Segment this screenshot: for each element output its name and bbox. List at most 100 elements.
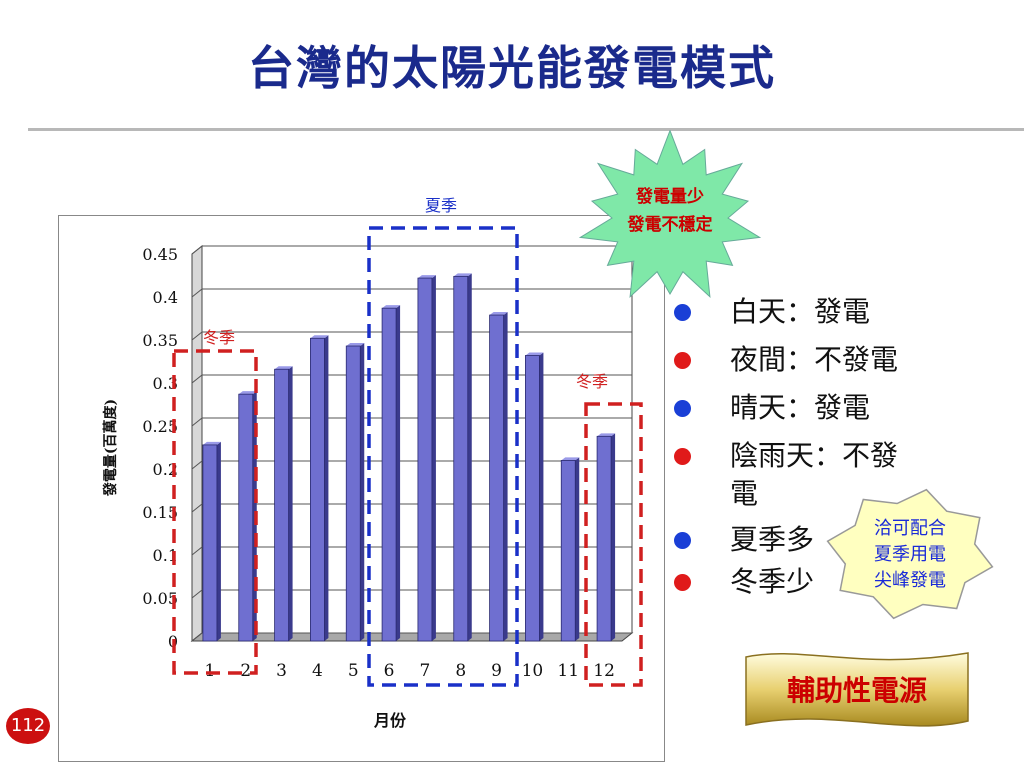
x-tick-label: 7 — [420, 661, 431, 681]
bar-side — [575, 457, 580, 641]
bullet-dot-icon — [674, 400, 691, 417]
bar-top — [561, 457, 580, 461]
bar-side — [467, 273, 472, 641]
bar-top — [417, 275, 436, 279]
chart-frame: 0 0.05 0.1 0.15 0.2 0.25 0.3 0.35 0.4 0.45 1 2 3 4 5 6 7… — [58, 196, 665, 762]
bullet-dot-icon — [674, 352, 691, 369]
x-tick-label: 2 — [240, 661, 251, 681]
badge-shape — [826, 488, 994, 620]
bar-side — [216, 441, 221, 641]
banner-shape — [745, 652, 969, 727]
page-title: 台灣的太陽光能發電模式 — [248, 41, 776, 95]
gridline — [191, 503, 632, 513]
bar — [345, 345, 361, 642]
bar-side — [539, 352, 544, 641]
peak-demand-badge: 洽可配合 夏季用電 尖峰發電 — [826, 488, 994, 620]
bar — [489, 314, 504, 642]
gridline — [191, 632, 632, 642]
bar-top — [525, 352, 544, 356]
chart-side-wall — [191, 244, 203, 643]
legend-text: 陰雨天：不發 — [730, 439, 899, 472]
y-tick-label: 0.05 — [142, 589, 178, 608]
legend-text: 白天：發電 — [730, 295, 871, 328]
bar-top — [274, 366, 293, 370]
bar — [525, 355, 540, 642]
bar — [381, 307, 397, 642]
bullet-dot-icon — [674, 574, 691, 591]
x-tick-label: 6 — [384, 661, 395, 681]
y-tick-label: 0.45 — [142, 245, 178, 264]
bullet-dot-icon — [674, 532, 691, 549]
legend-text: 冬季少 — [730, 565, 815, 598]
winter-label-left: 冬季 — [203, 328, 235, 347]
bullet-dot-icon — [674, 448, 691, 465]
gridline — [191, 417, 632, 427]
auxiliary-power-banner: 輔助性電源 — [745, 652, 969, 727]
bar-top — [382, 305, 401, 309]
x-tick-label: 5 — [348, 661, 359, 681]
y-tick-label: 0.3 — [153, 374, 178, 393]
bar-top — [310, 335, 329, 339]
badge-line3: 尖峰發電 — [874, 570, 946, 591]
gridline — [191, 460, 632, 470]
bar — [238, 393, 254, 642]
y-tick-label: 0.25 — [142, 417, 178, 436]
title-divider — [28, 128, 1024, 131]
badge-line1: 洽可配合 — [874, 518, 946, 539]
winter-box-left — [172, 349, 258, 675]
bar-side — [431, 275, 436, 641]
bar-top — [202, 441, 221, 445]
gridline — [191, 374, 632, 384]
legend-text-continued: 電 — [730, 477, 759, 510]
bar-top — [238, 391, 257, 395]
bar — [274, 368, 289, 642]
x-tick-label: 1 — [205, 661, 216, 681]
bar-top — [453, 273, 472, 277]
bullet-dot-icon — [674, 304, 691, 321]
y-tick-label: 0.15 — [142, 503, 178, 522]
bar — [596, 435, 612, 642]
x-tick-label: 8 — [455, 661, 466, 681]
x-tick-label: 9 — [491, 661, 502, 681]
summer-label: 夏季 — [425, 196, 457, 215]
bar — [310, 337, 325, 642]
badge-line2: 夏季用電 — [874, 544, 946, 565]
x-tick-label: 10 — [522, 661, 544, 681]
bar-side — [288, 366, 293, 641]
gridline — [191, 245, 632, 255]
bar — [453, 275, 469, 642]
bar-top — [597, 433, 616, 437]
gridline — [191, 288, 632, 298]
banner-text: 輔助性電源 — [787, 674, 927, 707]
legend-text: 夜間：不發電 — [730, 343, 899, 376]
gridline — [191, 589, 632, 599]
legend-text: 夏季多 — [730, 523, 815, 556]
bar — [202, 444, 218, 642]
y-tick-label: 0.4 — [153, 288, 178, 307]
monthly-generation-chart: 00.050.10.150.20.250.30.350.40.451 2 3 4 5 6 7… — [102, 196, 643, 730]
bar-top — [346, 343, 365, 347]
x-tick-label: 11 — [557, 661, 579, 681]
legend-text: 晴天：發電 — [730, 391, 871, 424]
gridline — [191, 546, 632, 556]
y-tick-label: 0.1 — [153, 546, 178, 565]
bar-side — [611, 433, 616, 641]
x-tick-label: 3 — [276, 661, 287, 681]
gridline — [191, 331, 632, 341]
bar-side — [360, 343, 365, 641]
page-number-badge: 112 — [6, 708, 50, 744]
bar — [560, 459, 576, 642]
y-tick-label: 0.2 — [153, 460, 178, 479]
bar — [417, 277, 433, 642]
y-tick-label: 0.35 — [142, 331, 178, 350]
bar-side — [324, 335, 329, 641]
starburst-line2: 發電不穩定 — [627, 214, 713, 235]
bar-top — [489, 312, 508, 316]
bar-side — [396, 305, 401, 641]
winter-label-right: 冬季 — [576, 372, 608, 391]
x-tick-label: 4 — [312, 661, 323, 681]
winter-box-right — [584, 402, 643, 687]
y-axis-title: 發電量(百萬度) — [102, 399, 119, 497]
x-tick-label: 12 — [593, 661, 615, 681]
summer-box — [367, 226, 519, 687]
